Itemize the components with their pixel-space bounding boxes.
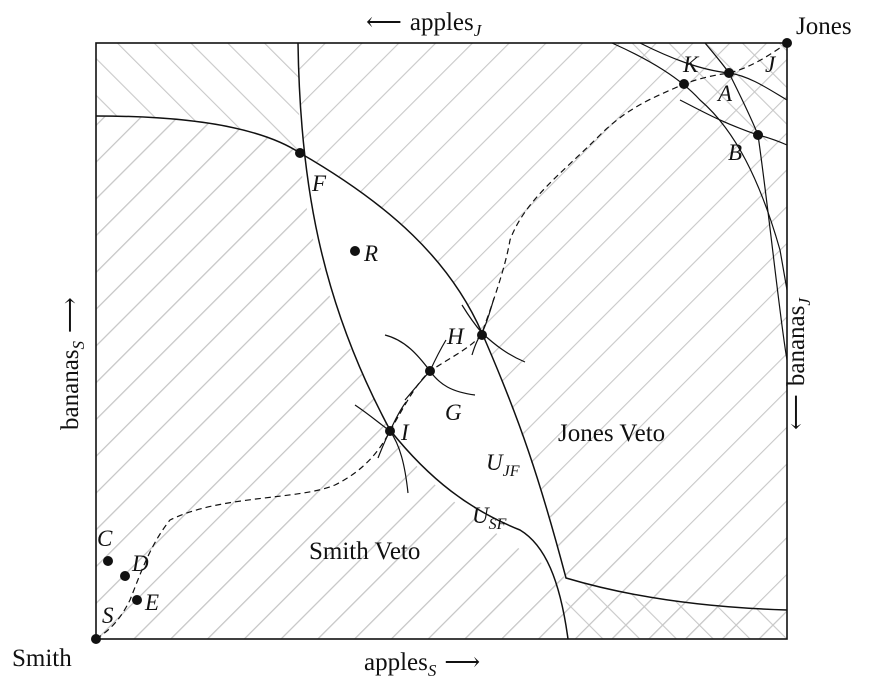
label-smith-veto: Smith Veto [309,538,420,565]
label-d: D [131,551,149,576]
label-h: H [446,324,465,349]
top-right-crosshatch [610,43,787,150]
point-e [132,595,142,605]
axis-label-right: ⟵ bananasJ [783,297,814,430]
points [91,38,792,644]
point-f [295,148,305,158]
label-smith-origin: Smith [12,645,72,672]
label-jones-veto: Jones Veto [558,420,665,447]
point-i [385,426,395,436]
axis-right-arrow: ⟵ [783,394,810,430]
axis-left-arrow: ⟶ [57,297,84,333]
label-e: E [144,590,159,615]
axis-bottom-text: apples [364,649,428,676]
edgeworth-box-frame [95,42,788,640]
axis-bottom-sub: S [428,661,437,680]
point-h [477,330,487,340]
label-f: F [311,171,327,196]
axis-label-left: bananasS ⟶ [57,297,88,430]
label-c: C [97,526,113,551]
label-b: B [728,140,742,165]
label-jones-origin: Jones [796,13,852,40]
point-d [120,571,130,581]
label-g: G [445,400,462,425]
label-j: J [765,52,777,77]
point-b [753,130,763,140]
point-g [425,366,435,376]
label-u-sf-main: U [472,503,490,528]
smith-veto-white-cover [96,116,566,639]
smith-corner-crosshatch [565,578,787,639]
axis-label-bottom: applesS ⟶ [364,649,480,680]
axis-left-sub: S [69,340,88,349]
point-r [350,246,360,256]
axis-top-sub: J [474,21,483,40]
axis-top-arrow: ⟵ [366,9,402,36]
axis-top-text: apples [410,9,474,36]
jones-indifference-curve-ujf [297,42,569,640]
label-u-sf-sub: SF [489,516,507,533]
axis-left-text: bananas [57,349,84,430]
label-a: A [716,81,733,106]
point-s [91,634,101,644]
curve-k-a [611,42,788,291]
point-j [782,38,792,48]
label-k: K [682,52,700,77]
label-u-jf-sub: JF [503,463,520,480]
axis-right-text: bananas [783,306,810,387]
label-s: S [102,603,114,628]
axis-bottom-arrow: ⟶ [444,649,480,676]
label-u-sf: USF [472,503,507,533]
label-i: I [400,420,410,445]
point-k [679,79,689,89]
axis-label-top: ⟵ applesJ [366,9,483,40]
label-u-jf: UJF [486,450,520,480]
axis-right-sub: J [795,297,814,306]
label-u-jf-main: U [486,450,504,475]
point-c [103,556,113,566]
jones-corner-crosshatch [96,43,300,153]
label-r: R [363,241,378,266]
point-a [724,68,734,78]
jones-veto-hatch [298,43,787,639]
